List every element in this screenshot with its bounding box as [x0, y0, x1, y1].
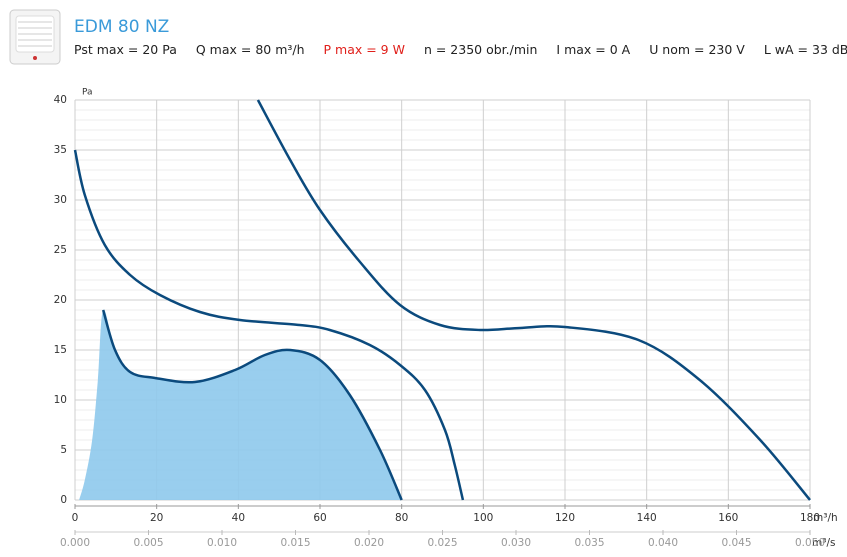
x-tick-label: 160	[718, 512, 738, 524]
x-tick-label: 120	[555, 512, 575, 524]
spec: n = 2350 obr./min	[423, 42, 538, 57]
specs: Pst max = 20 Pa Q max = 80 m³/h P max = …	[74, 42, 847, 57]
spec: I max = 0 A	[556, 42, 631, 57]
x2-tick-label: 0.010	[207, 537, 237, 549]
x-tick-label: 140	[637, 512, 657, 524]
x-tick-label: 0	[72, 512, 79, 524]
x2-unit: m³/s	[812, 537, 835, 549]
x-tick-label: 60	[313, 512, 326, 524]
y-tick-label: 30	[54, 194, 67, 206]
x2-tick-label: 0.035	[574, 537, 604, 549]
spec: Pst max = 20 Pa	[74, 42, 177, 57]
spec: U nom = 230 V	[649, 42, 745, 57]
x-tick-label: 180	[800, 512, 820, 524]
y-tick-label: 20	[54, 294, 67, 306]
x2-tick-label: 0.050	[795, 537, 825, 549]
title: EDM 80 NZ	[74, 17, 170, 37]
x2-tick-label: 0.015	[280, 537, 310, 549]
spec: Q max = 80 m³/h	[195, 42, 305, 57]
area	[79, 309, 402, 500]
curve	[73, 149, 465, 501]
x2-tick-label: 0.000	[60, 537, 90, 549]
product-image	[9, 9, 61, 65]
x-tick-label: 100	[473, 512, 493, 524]
y-tick-label: 25	[54, 244, 67, 256]
curve	[101, 309, 403, 501]
spec: L wA = 33 dB(A)	[763, 42, 847, 57]
y-tick-label: 10	[54, 394, 67, 406]
x-tick-label: 20	[150, 512, 163, 524]
y-unit: Pa	[82, 88, 93, 98]
y-tick-label: 15	[54, 344, 67, 356]
y-tick-label: 5	[60, 444, 67, 456]
y-tick-label: 35	[54, 144, 67, 156]
grid	[74, 99, 811, 501]
x-unit: m³/h	[813, 512, 838, 524]
curve	[256, 99, 811, 501]
x2-tick-label: 0.045	[721, 537, 751, 549]
x-tick-label: 40	[232, 512, 245, 524]
spec: P max = 9 W	[323, 42, 405, 57]
x2-tick-label: 0.005	[133, 537, 163, 549]
x2-tick-label: 0.030	[501, 537, 531, 549]
y-tick-label: 0	[60, 494, 67, 506]
y-tick-label: 40	[54, 94, 67, 106]
x-tick-label: 80	[395, 512, 408, 524]
x2-tick-label: 0.020	[354, 537, 384, 549]
x2-tick-label: 0.025	[427, 537, 457, 549]
x2-tick-label: 0.040	[648, 537, 678, 549]
